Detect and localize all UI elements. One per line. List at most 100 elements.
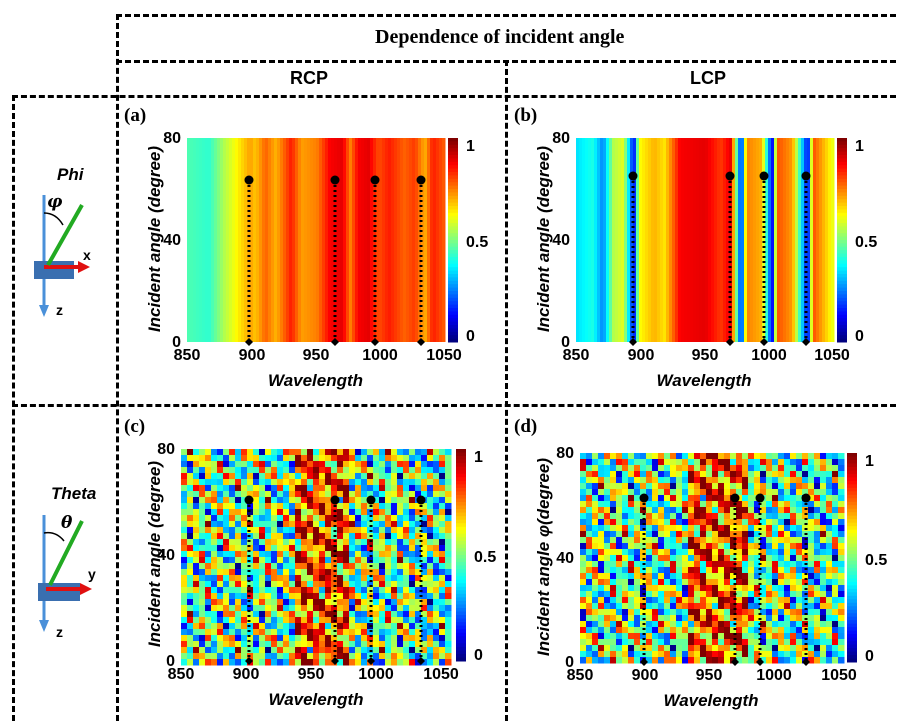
heatmap-cell [772, 621, 779, 628]
heatmap-cell [790, 585, 797, 592]
heatmap-cell [628, 513, 635, 520]
heatmap-cell [664, 501, 671, 508]
colorbar-segment [847, 571, 857, 575]
heatmap-cell [610, 537, 617, 544]
heatmap-cell [736, 513, 743, 520]
heatmap-cell [814, 579, 821, 586]
heatmap-cell [652, 489, 659, 496]
heatmap-cell [832, 555, 839, 562]
heatmap-cell [622, 621, 629, 628]
heatmap-cell [610, 627, 617, 634]
colorbar-segment [847, 652, 857, 656]
heatmap-cell [604, 555, 611, 562]
heatmap-cell [586, 567, 593, 574]
heatmap-cell [640, 537, 647, 544]
heatmap-cell [604, 639, 611, 646]
heatmap-cell [832, 507, 839, 514]
heatmap-cell [706, 501, 713, 508]
heatmap-cell [628, 627, 635, 634]
heatmap-cell [664, 531, 671, 538]
heatmap-cell [772, 639, 779, 646]
colorbar-segment [847, 603, 857, 607]
heatmap-cell [706, 597, 713, 604]
heatmap-cell [736, 561, 743, 568]
heatmap-cell [772, 627, 779, 634]
heatmap-cell [838, 621, 845, 628]
heatmap-cell [760, 459, 767, 466]
heatmap-cell [766, 615, 773, 622]
heatmap-cell [622, 567, 629, 574]
heatmap-cell [700, 579, 707, 586]
heatmap-cell [838, 627, 845, 634]
heatmap-cell [658, 627, 665, 634]
heatmap-cell [748, 525, 755, 532]
heatmap-cell [676, 459, 683, 466]
heatmap-cell [598, 519, 605, 526]
heatmap-cell [676, 453, 683, 460]
heatmap-cell [730, 537, 737, 544]
heatmap-cell [604, 549, 611, 556]
heatmap-cell [706, 645, 713, 652]
heatmap-cell [808, 543, 815, 550]
heatmap-cell [676, 465, 683, 472]
heatmap-cell [658, 501, 665, 508]
heatmap-cell [622, 627, 629, 634]
heatmap-cell [790, 531, 797, 538]
heatmap-cell [760, 465, 767, 472]
heatmap-cell [748, 591, 755, 598]
heatmap-cell [634, 615, 641, 622]
colorbar-segment [847, 558, 857, 562]
heatmap-cell [592, 567, 599, 574]
heatmap-cell [604, 621, 611, 628]
heatmap-cell [676, 639, 683, 646]
heatmap-cell [808, 477, 815, 484]
heatmap-cell [706, 543, 713, 550]
heatmap-cell [778, 591, 785, 598]
heatmap-cell [688, 531, 695, 538]
heatmap-cell [712, 645, 719, 652]
heatmap-cell [676, 507, 683, 514]
heatmap-cell [700, 459, 707, 466]
heatmap-cell [664, 615, 671, 622]
heatmap-cell [718, 519, 725, 526]
heatmap-cell [790, 471, 797, 478]
heatmap-cell [592, 471, 599, 478]
heatmap-cell [772, 531, 779, 538]
heatmap-cell [592, 459, 599, 466]
heatmap-cell [658, 513, 665, 520]
heatmap-cell [712, 531, 719, 538]
heatmap-cell [664, 609, 671, 616]
heatmap-cell [664, 477, 671, 484]
heatmap-cell [772, 561, 779, 568]
heatmap-cell [610, 561, 617, 568]
heatmap-cell [706, 567, 713, 574]
heatmap-cell [604, 501, 611, 508]
heatmap-cell [694, 525, 701, 532]
heatmap-cell [688, 483, 695, 490]
heatmap-cell [790, 489, 797, 496]
heatmap-cell [826, 621, 833, 628]
heatmap-cell [598, 525, 605, 532]
heatmap-cell [676, 483, 683, 490]
heatmap-cell [628, 501, 635, 508]
heatmap-cell [604, 465, 611, 472]
heatmap-cell [718, 543, 725, 550]
heatmap-cell [616, 501, 623, 508]
heatmap-cell [706, 507, 713, 514]
colorbar-segment [847, 460, 857, 464]
heatmap-cell [772, 477, 779, 484]
heatmap-cell [616, 507, 623, 514]
heatmap-cell [760, 597, 767, 604]
colorbar-segment [847, 491, 857, 495]
heatmap-cell [832, 483, 839, 490]
marker-dot [756, 494, 765, 503]
heatmap-cell [676, 567, 683, 574]
heatmap-cell [646, 615, 653, 622]
heatmap-cell [664, 627, 671, 634]
heatmap-cell [766, 501, 773, 508]
heatmap-cell [784, 465, 791, 472]
heatmap-cell [604, 495, 611, 502]
heatmap-cell [598, 609, 605, 616]
heatmap-cell [784, 621, 791, 628]
heatmap-cell [736, 651, 743, 658]
